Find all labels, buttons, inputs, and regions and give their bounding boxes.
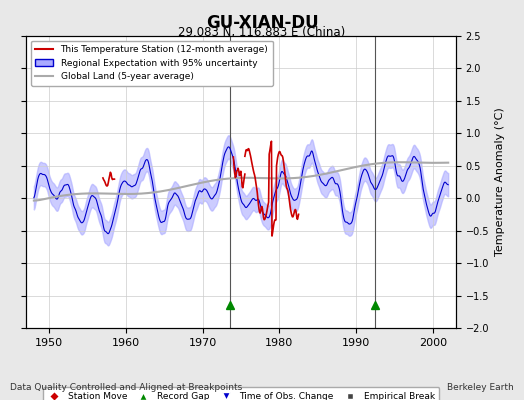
Text: Data Quality Controlled and Aligned at Breakpoints: Data Quality Controlled and Aligned at B… xyxy=(10,383,243,392)
Text: Berkeley Earth: Berkeley Earth xyxy=(447,383,514,392)
Legend: Station Move, Record Gap, Time of Obs. Change, Empirical Break: Station Move, Record Gap, Time of Obs. C… xyxy=(43,387,439,400)
Y-axis label: Temperature Anomaly (°C): Temperature Anomaly (°C) xyxy=(495,108,505,256)
Text: GU-XIAN-DU: GU-XIAN-DU xyxy=(206,14,318,32)
Text: 29.083 N, 116.883 E (China): 29.083 N, 116.883 E (China) xyxy=(178,26,346,39)
